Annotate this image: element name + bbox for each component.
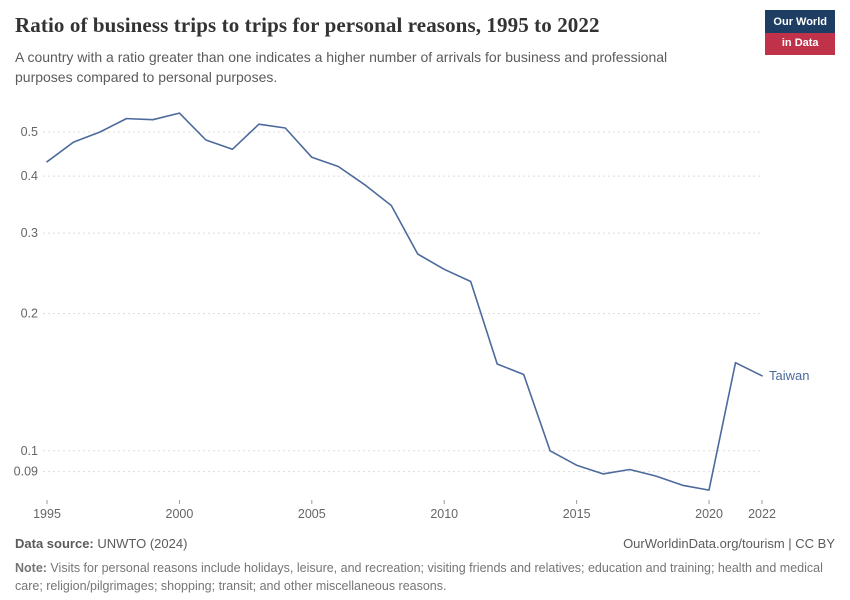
page-title: Ratio of business trips to trips for per… — [15, 13, 600, 37]
series-end-label: Taiwan — [769, 367, 809, 382]
x-axis-tick-label: 2022 — [748, 507, 776, 521]
note-text: Visits for personal reasons include holi… — [15, 560, 823, 594]
y-axis-tick-label: 0.1 — [21, 443, 38, 457]
chart-subtitle: A country with a ratio greater than one … — [15, 49, 668, 86]
x-axis-tick-label: 1995 — [33, 507, 61, 521]
x-axis-tick-label: 2000 — [166, 507, 194, 521]
y-axis-tick-label: 0.2 — [21, 306, 38, 320]
y-axis-tick-label: 0.09 — [14, 464, 38, 478]
line-chart: 0.09 0.1 0.2 0.3 0.4 0.5 1995 2000 2005 2010 2015 2… — [14, 111, 809, 521]
owid-logo[interactable]: Our World in Data — [765, 10, 835, 55]
y-axis-tick-label: 0.4 — [21, 169, 38, 183]
x-axis-tick-label: 2015 — [563, 507, 591, 521]
data-source-value: UNWTO (2024) — [93, 535, 188, 551]
data-source-label: Data source: — [15, 535, 94, 551]
x-axis-tick-label: 2010 — [430, 507, 458, 521]
series-line-taiwan — [46, 111, 763, 491]
owid-logo-line1: Our World — [773, 16, 827, 28]
owid-license-link[interactable]: OurWorldinData.org/tourism | CC BY — [623, 535, 835, 551]
x-axis-tick-label: 2005 — [298, 507, 326, 521]
chart-note: Note: Visits for personal reasons includ… — [15, 559, 835, 597]
y-axis-tick-label: 0.3 — [21, 226, 38, 240]
chart-footer: Data source: UNWTO (2024) OurWorldinData… — [15, 536, 835, 551]
owid-logo-line2: in Data — [765, 33, 835, 55]
y-axis-tick-label: 0.5 — [21, 125, 38, 139]
x-axis-tick-label: 2020 — [695, 507, 723, 521]
data-source: Data source: UNWTO (2024) — [15, 536, 187, 551]
note-label: Note: — [15, 560, 47, 575]
